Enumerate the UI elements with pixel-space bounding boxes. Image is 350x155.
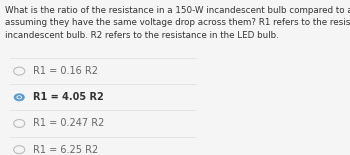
Circle shape [14,93,25,101]
Circle shape [18,96,21,99]
Text: R1 = 6.25 R2: R1 = 6.25 R2 [33,145,98,155]
Text: R1 = 0.16 R2: R1 = 0.16 R2 [33,66,98,76]
Text: What is the ratio of the resistance in a 150-W incandescent bulb compared to a 3: What is the ratio of the resistance in a… [5,6,350,15]
Text: R1 = 0.247 R2: R1 = 0.247 R2 [33,118,105,128]
Text: incandescent bulb. R2 refers to the resistance in the LED bulb.: incandescent bulb. R2 refers to the resi… [5,31,279,40]
Text: assuming they have the same voltage drop across them? R1 refers to the resistanc: assuming they have the same voltage drop… [5,18,350,27]
Text: R1 = 4.05 R2: R1 = 4.05 R2 [33,92,104,102]
Circle shape [16,95,22,99]
